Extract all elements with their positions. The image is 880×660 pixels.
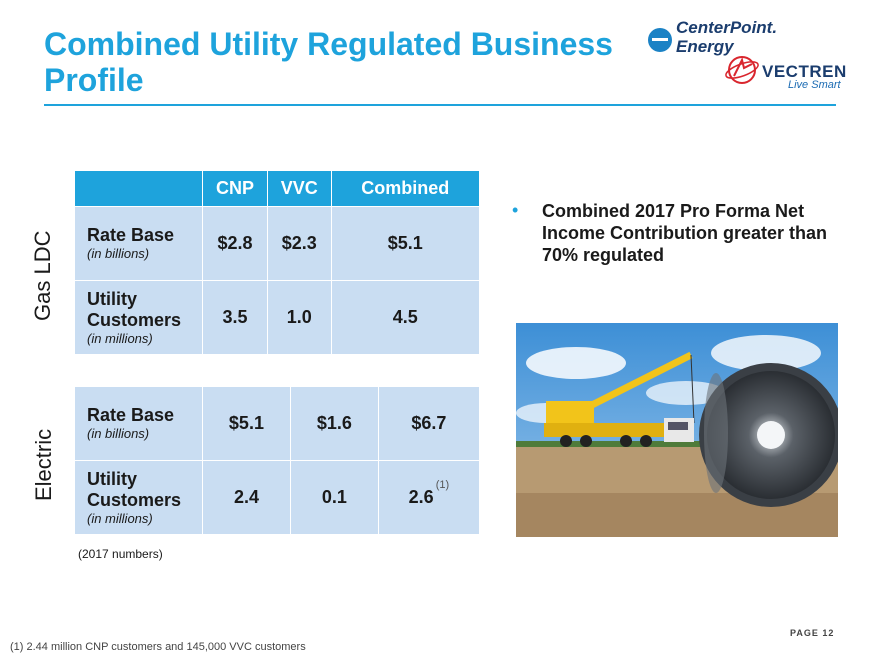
cell-cnp: $2.8 [201, 206, 269, 281]
cell-combined-value: 2.6 [408, 487, 434, 507]
table-header-blank [74, 170, 203, 207]
table-note: (2017 numbers) [78, 547, 163, 561]
centerpoint-logo-line2: Energy [676, 37, 734, 56]
row-sublabel: (in billions) [87, 246, 150, 261]
table-header-cnp: CNP [201, 170, 269, 207]
row-sublabel: (in billions) [87, 426, 150, 441]
section-label-electric: Electric [31, 428, 56, 501]
row-sublabel: (in millions) [87, 510, 153, 526]
page-title: Combined Utility Regulated Business Prof… [44, 26, 613, 98]
vectren-logo-tagline: Live Smart [788, 79, 841, 91]
vectren-logo-icon [725, 56, 759, 84]
bullet-dot-icon: • [512, 200, 519, 220]
gas-ldc-table: CNP VVC Combined Rate Base (in billions)… [74, 170, 480, 355]
cell-combined: $6.7 [377, 386, 481, 461]
title-divider [44, 104, 836, 106]
page-number: PAGE 12 [790, 628, 835, 638]
table-row: Rate Base (in billions) $2.8 $2.3 $5.1 [74, 206, 480, 281]
table-row: Rate Base (in billions) $5.1 $1.6 $6.7 [74, 386, 481, 461]
footnote: (1) 2.44 million CNP customers and 145,0… [10, 641, 306, 653]
vectren-logo: VECTREN Live Smart [722, 50, 846, 94]
cell-vvc: $2.3 [267, 206, 332, 281]
row-label: Utility Customers [87, 288, 182, 330]
table-header-vvc: VVC [267, 170, 332, 207]
table-row: Utility Customers (in millions) 2.4 0.1 … [74, 460, 481, 535]
cell-cnp: 3.5 [201, 280, 269, 355]
footnote-marker: (1) [435, 479, 450, 491]
bullet-text: Combined 2017 Pro Forma Net Income Contr… [542, 201, 828, 265]
centerpoint-logo: CenterPoint. Energy [648, 18, 777, 58]
crane-pipe-photo [516, 323, 838, 537]
cell-vvc: $1.6 [289, 386, 379, 461]
section-label-gas-ldc: Gas LDC [30, 230, 55, 321]
row-label: Rate Base [87, 405, 175, 425]
row-label: Rate Base [87, 225, 175, 245]
cell-combined: 2.6(1) [377, 460, 481, 535]
centerpoint-logo-icon [648, 28, 672, 52]
vectren-logo-name: VECTREN [762, 62, 847, 81]
table-row: Utility Customers (in millions) 3.5 1.0 … [74, 280, 480, 355]
cell-cnp: 2.4 [202, 460, 291, 535]
row-sublabel: (in millions) [87, 330, 153, 346]
cell-cnp: $5.1 [202, 386, 291, 461]
table-header-combined: Combined [330, 170, 480, 207]
cell-vvc: 0.1 [289, 460, 379, 535]
centerpoint-logo-line1: CenterPoint. [676, 18, 778, 37]
electric-table: Rate Base (in billions) $5.1 $1.6 $6.7 U… [74, 386, 481, 535]
cell-combined: 4.5 [330, 280, 480, 355]
row-label: Utility Customers [87, 468, 182, 510]
cell-combined: $5.1 [330, 206, 480, 281]
cell-vvc: 1.0 [267, 280, 332, 355]
